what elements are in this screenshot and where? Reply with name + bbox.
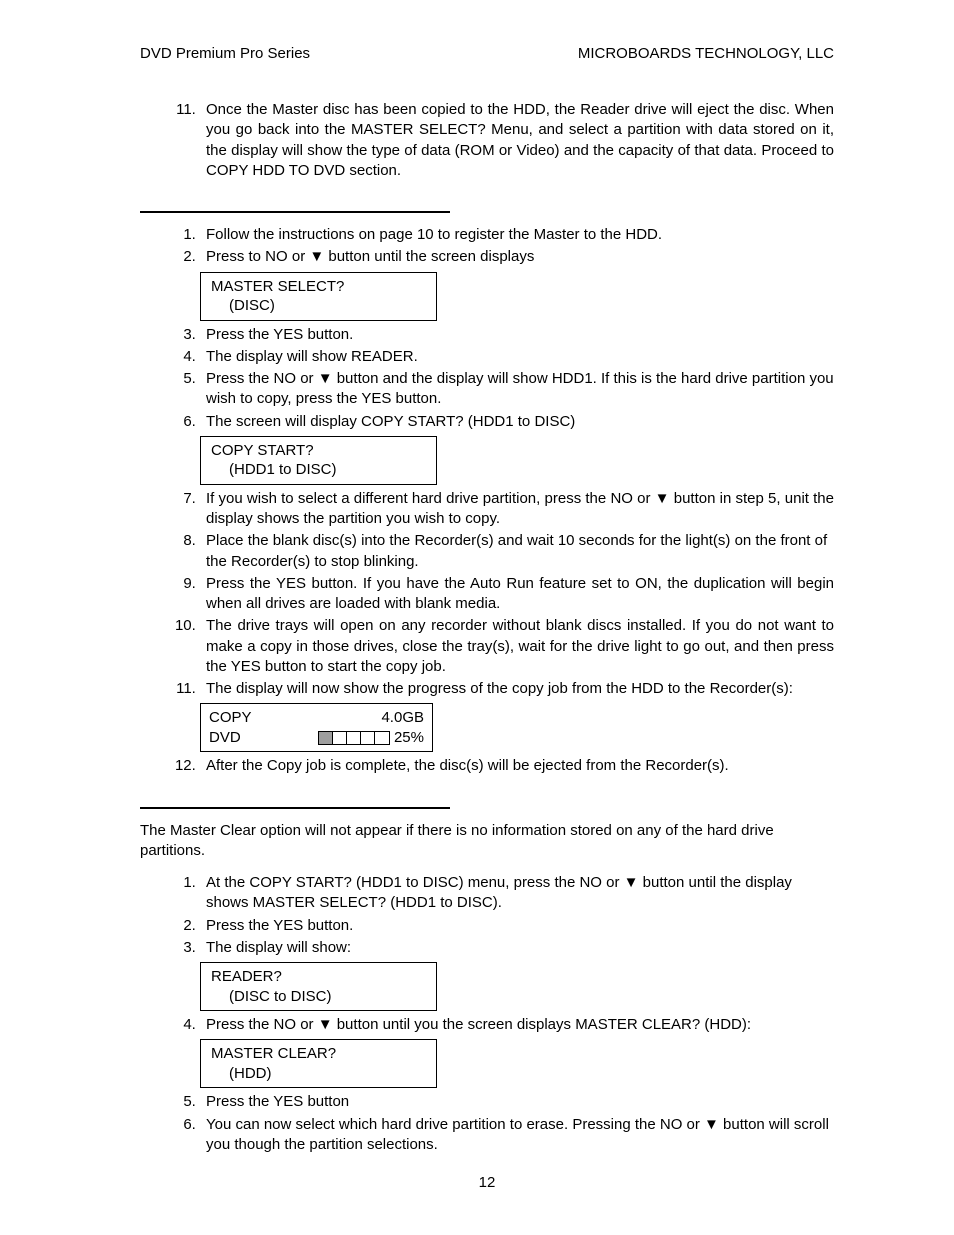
list-item: Follow the instructions on page 10 to re… bbox=[200, 225, 834, 245]
lcd-row: COPY 4.0GB bbox=[209, 708, 424, 728]
list-section-2c: If you wish to select a different hard d… bbox=[140, 489, 834, 700]
list-section-2b: Press the YES button. The display will s… bbox=[140, 325, 834, 432]
lcd-line: (DISC) bbox=[211, 296, 426, 316]
list-section-1: Once the Master disc has been copied to … bbox=[140, 100, 834, 181]
progress-segment bbox=[333, 732, 347, 744]
lcd-display-copy-start: COPY START? (HDD1 to DISC) bbox=[200, 436, 437, 485]
lcd-display-copy-progress: COPY 4.0GB DVD 25% bbox=[200, 703, 433, 752]
page-content: Once the Master disc has been copied to … bbox=[140, 100, 834, 1193]
list-item: At the COPY START? (HDD1 to DISC) menu, … bbox=[200, 873, 834, 914]
lcd-label: DVD bbox=[209, 728, 241, 748]
list-item: Press the YES button. bbox=[200, 325, 834, 345]
progress-segment bbox=[347, 732, 361, 744]
list-item: The screen will display COPY START? (HDD… bbox=[200, 412, 834, 432]
lcd-display-master-clear: MASTER CLEAR? (HDD) bbox=[200, 1039, 437, 1088]
list-section-3c: Press the YES button You can now select … bbox=[140, 1092, 834, 1155]
header-left: DVD Premium Pro Series bbox=[140, 45, 310, 62]
progress-segment bbox=[319, 732, 333, 744]
lcd-line: MASTER SELECT? bbox=[211, 277, 426, 297]
header-right: MICROBOARDS TECHNOLOGY, LLC bbox=[578, 45, 834, 62]
list-item: The display will now show the progress o… bbox=[200, 679, 834, 699]
lcd-line: COPY START? bbox=[211, 441, 426, 461]
lcd-row: DVD 25% bbox=[209, 728, 424, 748]
progress-group: 25% bbox=[318, 728, 424, 748]
progress-segment bbox=[361, 732, 375, 744]
list-section-3b: Press the NO or ▼ button until you the s… bbox=[140, 1015, 834, 1035]
list-item: The display will show: bbox=[200, 938, 834, 958]
list-item: Press the YES button bbox=[200, 1092, 834, 1112]
list-item: Press to NO or ▼ button until the screen… bbox=[200, 247, 834, 267]
list-item: You can now select which hard drive part… bbox=[200, 1115, 834, 1156]
document-page: DVD Premium Pro Series MICROBOARDS TECHN… bbox=[0, 0, 954, 1235]
lcd-line: (HDD1 to DISC) bbox=[211, 460, 426, 480]
list-item: Press the YES button. bbox=[200, 916, 834, 936]
section-divider bbox=[140, 807, 450, 809]
page-header: DVD Premium Pro Series MICROBOARDS TECHN… bbox=[140, 45, 834, 62]
list-item: Press the NO or ▼ button and the display… bbox=[200, 369, 834, 410]
lcd-line: (HDD) bbox=[211, 1064, 426, 1084]
list-item: Place the blank disc(s) into the Recorde… bbox=[200, 531, 834, 572]
list-item: The display will show READER. bbox=[200, 347, 834, 367]
lcd-display-reader: READER? (DISC to DISC) bbox=[200, 962, 437, 1011]
progress-segment bbox=[375, 732, 389, 744]
list-section-2: Follow the instructions on page 10 to re… bbox=[140, 225, 834, 268]
progress-bar bbox=[318, 731, 390, 745]
list-section-3: At the COPY START? (HDD1 to DISC) menu, … bbox=[140, 873, 834, 958]
lcd-display-master-select: MASTER SELECT? (DISC) bbox=[200, 272, 437, 321]
intro-paragraph: The Master Clear option will not appear … bbox=[140, 821, 834, 862]
list-item: If you wish to select a different hard d… bbox=[200, 489, 834, 530]
list-item: Press the YES button. If you have the Au… bbox=[200, 574, 834, 615]
lcd-value: 4.0GB bbox=[381, 708, 424, 728]
lcd-label: COPY bbox=[209, 708, 252, 728]
list-item: Press the NO or ▼ button until you the s… bbox=[200, 1015, 834, 1035]
list-section-2d: After the Copy job is complete, the disc… bbox=[140, 756, 834, 776]
lcd-value: 25% bbox=[394, 728, 424, 748]
lcd-line: MASTER CLEAR? bbox=[211, 1044, 426, 1064]
list-item: After the Copy job is complete, the disc… bbox=[200, 756, 834, 776]
list-item: The drive trays will open on any recorde… bbox=[200, 616, 834, 677]
page-number: 12 bbox=[140, 1173, 834, 1193]
lcd-line: (DISC to DISC) bbox=[211, 987, 426, 1007]
section-divider bbox=[140, 211, 450, 213]
lcd-line: READER? bbox=[211, 967, 426, 987]
list-item: Once the Master disc has been copied to … bbox=[200, 100, 834, 181]
